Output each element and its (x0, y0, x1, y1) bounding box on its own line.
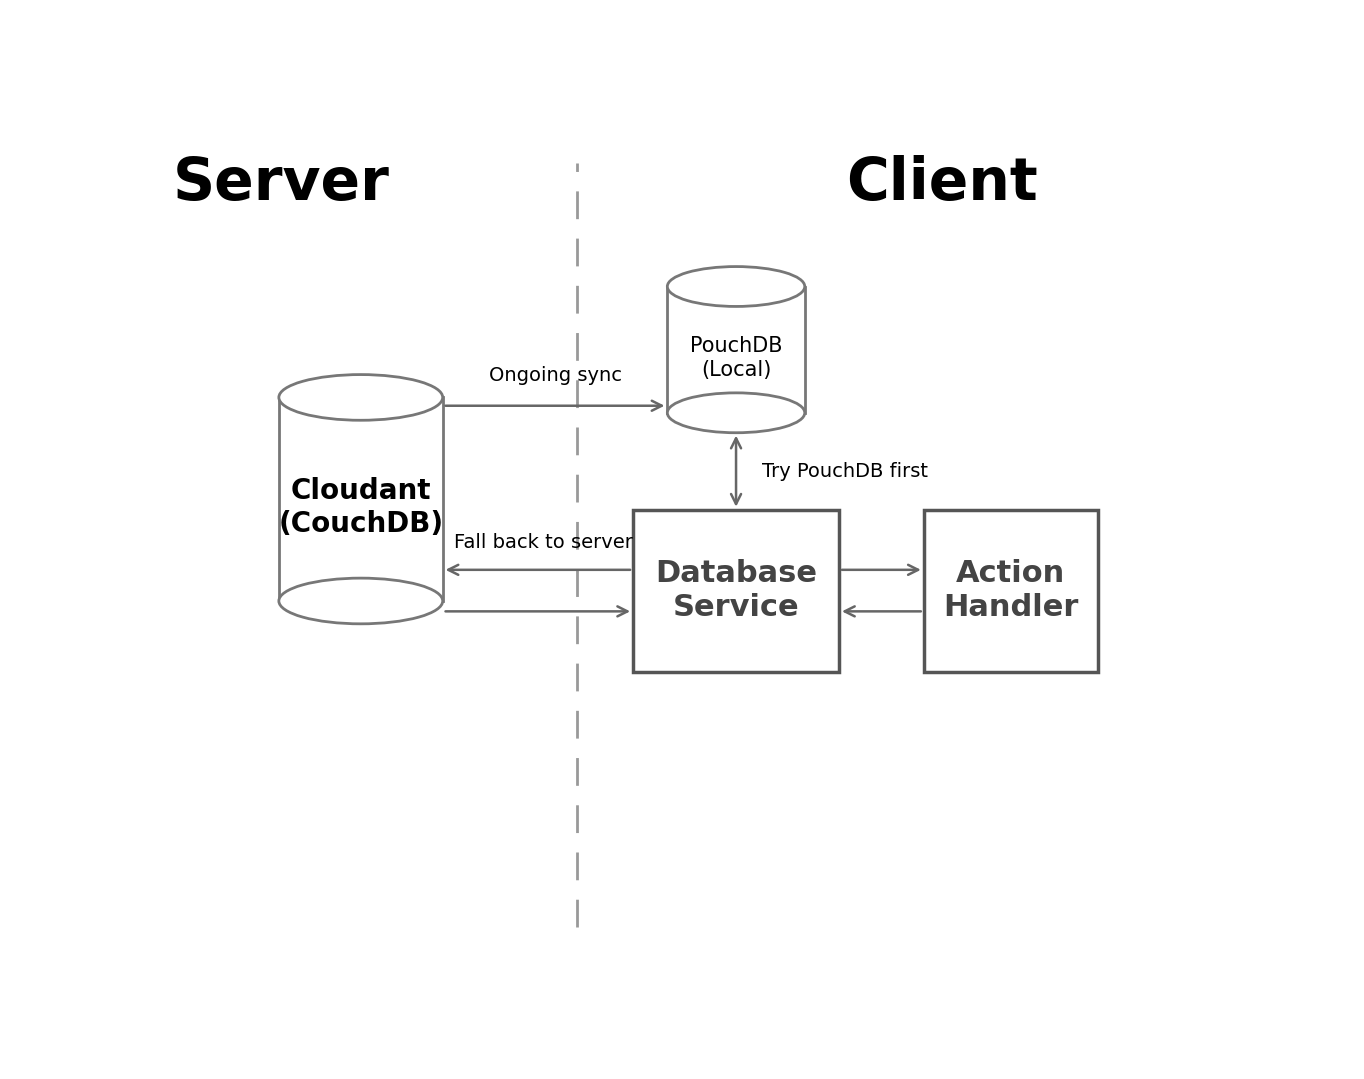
Text: Fall back to server: Fall back to server (454, 533, 633, 551)
Text: Action
Handler: Action Handler (944, 559, 1079, 622)
Text: Cloudant
(CouchDB): Cloudant (CouchDB) (278, 477, 443, 537)
Text: Ongoing sync: Ongoing sync (488, 366, 622, 385)
Text: Try PouchDB first: Try PouchDB first (762, 462, 929, 480)
Ellipse shape (667, 267, 805, 306)
Text: PouchDB
(Local): PouchDB (Local) (690, 337, 783, 380)
Text: Database
Service: Database Service (655, 559, 817, 622)
Bar (667, 287, 805, 413)
Ellipse shape (278, 374, 443, 420)
Text: Server: Server (173, 155, 390, 211)
Text: Client: Client (846, 155, 1038, 211)
Ellipse shape (667, 393, 805, 433)
Bar (633, 509, 839, 671)
Ellipse shape (278, 578, 443, 624)
Bar (923, 509, 1098, 671)
Bar (278, 397, 443, 601)
